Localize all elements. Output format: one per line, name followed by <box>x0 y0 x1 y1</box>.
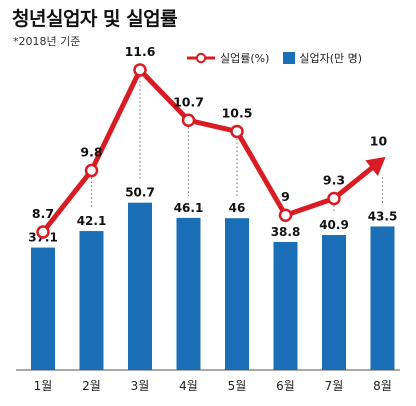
chart-subtitle: *2018년 기준 <box>13 35 81 48</box>
rate-point-5 <box>230 124 244 139</box>
rate-label-5: 10.5 <box>222 105 253 120</box>
bar-label-7: 40.9 <box>319 218 349 232</box>
rate-label-3: 11.6 <box>125 44 156 59</box>
rate-point-3 <box>133 63 147 77</box>
rate-line <box>36 63 386 239</box>
x-tick-6: 6월 <box>276 379 295 393</box>
x-tick-1: 1월 <box>34 379 53 393</box>
rate-label-1: 8.7 <box>32 206 54 221</box>
legend-rate-label: 실업률(%) <box>220 52 270 65</box>
bar-3 <box>128 202 152 370</box>
legend-item-count: 실업자(만 명) <box>283 50 362 66</box>
legend: 실업률(%) 실업자(만 명) <box>186 50 376 66</box>
bar-5 <box>225 218 249 370</box>
rate-label-8: 10 <box>370 133 388 148</box>
x-tick-3: 3월 <box>131 379 150 393</box>
rate-label-6: 9 <box>281 189 290 204</box>
bar-8 <box>370 226 395 370</box>
rate-point-1 <box>36 225 50 239</box>
rate-label-4: 10.7 <box>173 94 204 109</box>
rate-point-6 <box>278 208 293 222</box>
rate-point-4 <box>181 113 196 128</box>
bar-label-5: 46 <box>229 201 246 215</box>
bar-label-4: 46.1 <box>174 201 204 215</box>
x-tick-7: 7월 <box>325 379 344 393</box>
bars <box>31 202 395 370</box>
bar-label-8: 43.5 <box>368 209 398 223</box>
bar-4 <box>176 217 201 370</box>
legend-count-swatch <box>283 52 296 64</box>
rate-label-7: 9.3 <box>323 172 345 187</box>
bar-label-6: 38.8 <box>271 225 301 239</box>
x-tick-2: 2월 <box>82 379 101 393</box>
bar-label-2: 42.1 <box>77 214 107 228</box>
x-tick-4: 4월 <box>179 379 198 393</box>
x-tick-8: 8월 <box>373 379 392 393</box>
rate-point-7 <box>327 191 341 206</box>
rate-label-2: 9.8 <box>80 145 102 160</box>
legend-rate-swatch <box>187 52 215 64</box>
bar-1 <box>31 247 55 370</box>
bar-6 <box>273 241 298 370</box>
legend-count-label: 실업자(만 명) <box>299 52 363 65</box>
rate-labels: 8.7 9.8 11.6 10.7 10.5 9 9.3 10 <box>32 44 388 221</box>
x-tick-labels: 1월 2월 3월 4월 5월 6월 7월 8월 <box>34 379 392 393</box>
x-tick-5: 5월 <box>228 379 247 393</box>
bar-label-3: 50.7 <box>125 186 155 200</box>
chart-title: 청년실업자 및 실업률 <box>12 8 178 30</box>
bar-2 <box>79 231 104 370</box>
rate-line-path <box>41 65 375 234</box>
legend-item-rate: 실업률(%) <box>186 50 269 66</box>
rate-arrowhead <box>365 156 386 176</box>
bar-7 <box>322 235 346 370</box>
rate-point-2 <box>84 163 99 178</box>
